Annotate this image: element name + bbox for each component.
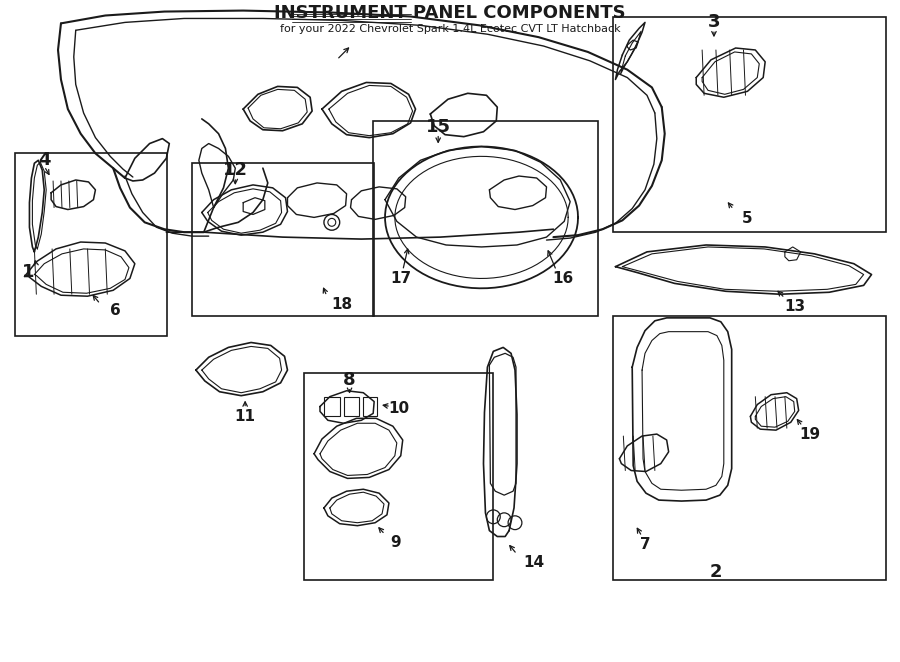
Text: 12: 12 <box>223 161 248 179</box>
Bar <box>324 397 339 416</box>
Text: 17: 17 <box>391 271 411 286</box>
Bar <box>304 373 493 580</box>
Text: 3: 3 <box>707 13 720 31</box>
Text: 6: 6 <box>110 303 121 318</box>
Text: 7: 7 <box>640 537 651 552</box>
Bar <box>192 164 374 316</box>
Text: 10: 10 <box>388 401 410 416</box>
Text: 8: 8 <box>343 371 356 389</box>
Text: 2: 2 <box>710 563 722 581</box>
Text: 14: 14 <box>523 555 544 569</box>
Text: 9: 9 <box>391 535 401 550</box>
Bar <box>14 154 167 336</box>
Text: 4: 4 <box>38 152 50 169</box>
Text: 19: 19 <box>799 426 820 442</box>
Text: 1: 1 <box>22 263 35 281</box>
Bar <box>613 316 886 580</box>
Text: 18: 18 <box>331 297 352 312</box>
Text: 13: 13 <box>784 299 806 314</box>
Text: 5: 5 <box>742 211 752 226</box>
Text: 16: 16 <box>553 271 574 286</box>
Bar <box>344 397 359 416</box>
Text: for your 2022 Chevrolet Spark 1.4L Ecotec CVT LT Hatchback: for your 2022 Chevrolet Spark 1.4L Ecote… <box>280 24 620 34</box>
Bar <box>364 397 377 416</box>
Text: INSTRUMENT PANEL COMPONENTS: INSTRUMENT PANEL COMPONENTS <box>274 5 626 23</box>
Text: 15: 15 <box>426 118 451 136</box>
Bar <box>613 17 886 232</box>
Text: 11: 11 <box>235 409 256 424</box>
Bar <box>374 121 598 316</box>
